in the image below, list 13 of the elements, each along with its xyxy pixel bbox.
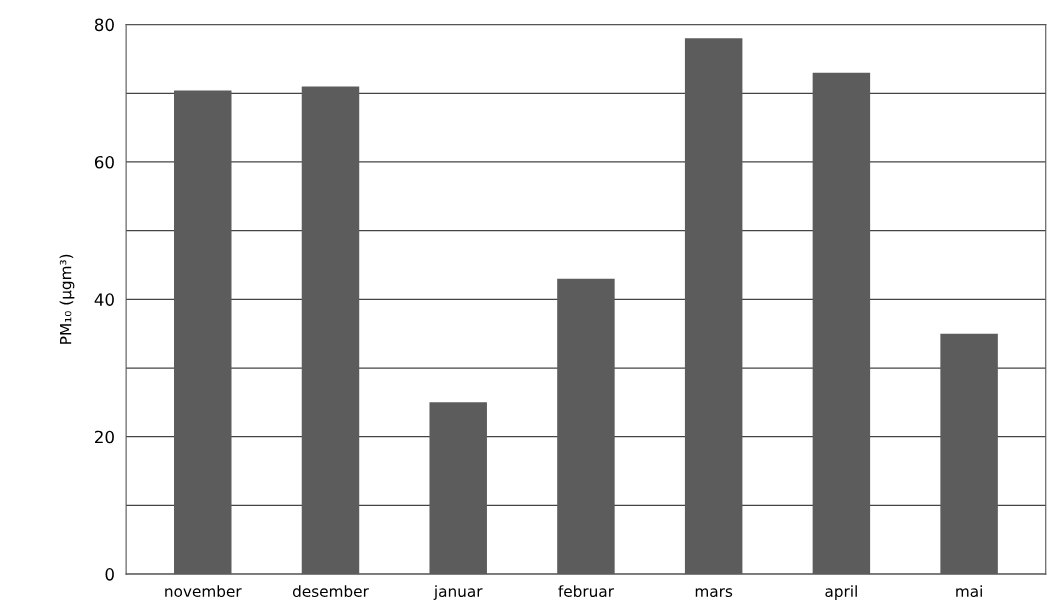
y-tick-label: 0 <box>105 568 114 581</box>
x-tick-label: desember <box>292 585 369 598</box>
x-tick-label: mai <box>956 585 982 598</box>
x-tick-label: mars <box>695 588 733 598</box>
x-tick-label: november <box>165 585 242 598</box>
x-tick-label: februar <box>558 585 614 598</box>
y-tick-label: 80 <box>94 18 114 32</box>
y-axis-title: PM₁₀ (µgm³) <box>59 254 75 344</box>
y-tick-label: 20 <box>95 430 114 444</box>
x-tick-label: januar <box>433 585 483 600</box>
y-tick-label: 40 <box>94 293 114 306</box>
x-tick-label: april <box>825 585 857 600</box>
y-tick-label: 60 <box>94 155 114 169</box>
